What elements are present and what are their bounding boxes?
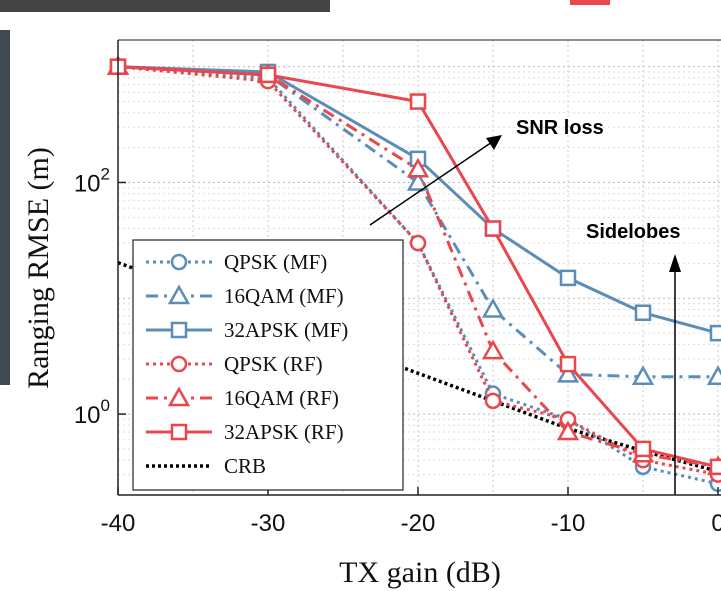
data-point xyxy=(484,220,502,237)
data-point xyxy=(631,365,655,386)
data-point xyxy=(556,362,580,383)
data-point xyxy=(409,234,427,252)
y-tick-label: 102 xyxy=(74,164,110,197)
legend-item: 16QAM (MF) xyxy=(146,284,344,308)
annotations: SNR loss Sidelobes xyxy=(369,117,681,495)
data-point xyxy=(406,157,430,178)
cropped-photo-strip-left xyxy=(0,30,10,385)
legend-swatch-marker xyxy=(170,321,188,339)
legend-item: QPSK (MF) xyxy=(146,250,327,274)
data-point xyxy=(634,304,652,321)
x-tick-label: -30 xyxy=(251,510,286,537)
legend-swatch-marker xyxy=(167,284,191,305)
data-point xyxy=(481,339,505,360)
cropped-photo-strip-top xyxy=(0,0,330,12)
x-axis-label: TX gain (dB) xyxy=(339,556,501,589)
data-point xyxy=(484,392,502,410)
data-point xyxy=(409,93,427,110)
x-tick-label: -10 xyxy=(551,510,586,537)
series-32apsk-rf- xyxy=(109,58,721,476)
data-point xyxy=(706,365,721,386)
data-point xyxy=(634,440,652,458)
cropped-photo-patch-right xyxy=(570,0,610,5)
data-point xyxy=(559,355,577,373)
legend: QPSK (MF) 16QAM (MF) 32APSK (MF) QPSK (RF) 1… xyxy=(132,239,404,491)
x-tick-label: -20 xyxy=(401,510,436,537)
sidelobes-arrow-head xyxy=(669,254,681,272)
legend-item: CRB xyxy=(146,454,266,478)
legend-item: 32APSK (MF) xyxy=(146,318,348,342)
legend-swatch-marker xyxy=(170,423,188,441)
data-point xyxy=(406,170,430,191)
legend-swatch-marker xyxy=(167,386,191,407)
legend-swatch-marker xyxy=(170,355,188,373)
data-point xyxy=(559,269,577,287)
x-tick-label: -40 xyxy=(101,510,136,537)
legend-label: 32APSK (MF) xyxy=(224,318,348,342)
annotation-sidelobes: Sidelobes xyxy=(586,221,680,243)
legend-label: 32APSK (RF) xyxy=(224,420,344,444)
data-point xyxy=(259,66,277,84)
legend-label: 16QAM (RF) xyxy=(224,386,339,410)
y-tick-label: 100 xyxy=(74,396,110,429)
x-tick-label: 0 xyxy=(711,510,721,537)
annotation-snr-loss: SNR loss xyxy=(516,117,604,139)
legend-label: CRB xyxy=(224,454,266,478)
legend-item: 16QAM (RF) xyxy=(146,386,339,410)
y-axis-label: Ranging RMSE (m) xyxy=(22,147,55,389)
legend-label: QPSK (MF) xyxy=(224,250,327,274)
legend-label: 16QAM (MF) xyxy=(224,284,344,308)
data-point xyxy=(709,324,721,342)
data-point xyxy=(556,420,580,441)
legend-item: 32APSK (RF) xyxy=(146,420,344,444)
legend-swatch-marker xyxy=(170,253,188,271)
snr-loss-arrow-head xyxy=(486,135,502,150)
legend-item: QPSK (RF) xyxy=(146,352,323,376)
data-point xyxy=(481,297,505,318)
legend-label: QPSK (RF) xyxy=(224,352,323,376)
data-point xyxy=(709,458,721,476)
snr-loss-arrow-line xyxy=(369,139,496,226)
